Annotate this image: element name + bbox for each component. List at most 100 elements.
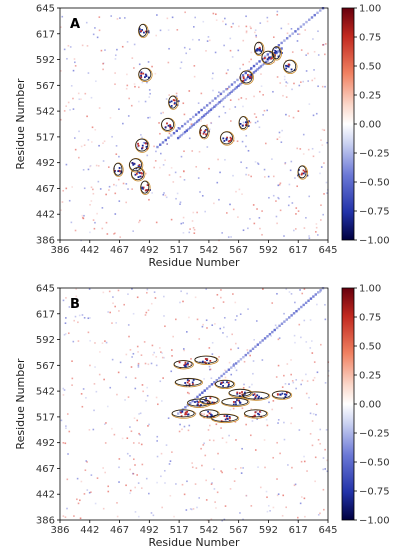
- region-cell: [135, 167, 138, 170]
- heatmap-cell: [241, 407, 244, 410]
- heatmap-cell: [138, 432, 140, 435]
- y-tick-label: 467: [36, 464, 55, 475]
- heatmap-cell: [266, 109, 268, 112]
- heatmap-cell: [209, 128, 211, 131]
- heatmap-cell: [238, 188, 241, 191]
- heatmap-cell: [107, 485, 110, 488]
- region-cell: [225, 138, 228, 141]
- heatmap-cell: [87, 331, 90, 334]
- heatmap-cell: [116, 502, 118, 504]
- heatmap-cell: [299, 502, 302, 505]
- region-cell: [277, 55, 280, 58]
- heatmap-cell: [209, 411, 212, 413]
- heatmap-cell: [288, 183, 291, 186]
- heatmap-cell: [276, 10, 279, 13]
- region-cell: [209, 397, 212, 399]
- region-cell: [187, 413, 190, 416]
- heatmap-cell: [320, 139, 322, 141]
- heatmap-cell: [139, 434, 141, 436]
- heatmap-cell: [137, 366, 140, 368]
- heatmap-cell: [179, 67, 182, 69]
- heatmap-cell: [221, 232, 223, 234]
- heatmap-cell: [102, 142, 104, 144]
- heatmap-cell: [210, 121, 212, 124]
- region-cell: [232, 403, 235, 406]
- heatmap-cell: [253, 95, 255, 98]
- diagonal-band-cell: [288, 316, 291, 319]
- x-tick-label: 542: [199, 245, 218, 256]
- heatmap-cell: [146, 288, 149, 291]
- region-cell: [239, 123, 242, 125]
- region-cell: [257, 397, 260, 400]
- heatmap-cell: [285, 96, 288, 98]
- heatmap-cell: [238, 25, 240, 28]
- heatmap-cell: [205, 319, 208, 322]
- colorbar-tick-label: 1.00: [359, 284, 381, 295]
- heatmap-cell: [179, 301, 181, 304]
- heatmap-cell: [132, 230, 134, 232]
- heatmap-cell: [67, 453, 69, 455]
- heatmap-cell: [292, 116, 295, 119]
- heatmap-cell: [286, 363, 289, 365]
- diagonal-band-cell: [219, 92, 223, 96]
- heatmap-cell: [283, 421, 285, 424]
- heatmap-cell: [231, 56, 234, 58]
- heatmap-cell: [92, 33, 95, 36]
- heatmap-cell: [167, 29, 170, 31]
- heatmap-cell: [110, 15, 113, 17]
- heatmap-cell: [303, 455, 305, 458]
- heatmap-cell: [191, 466, 194, 469]
- heatmap-cell: [108, 185, 111, 188]
- diagonal-band-cell: [280, 47, 283, 50]
- heatmap-cell: [303, 227, 306, 229]
- heatmap-cell: [265, 490, 268, 493]
- region-cell: [186, 410, 189, 413]
- heatmap-cell: [112, 302, 114, 305]
- heatmap-cell: [137, 515, 140, 518]
- region-cell: [201, 400, 204, 403]
- y-axis-label: Residue Number: [14, 78, 27, 170]
- heatmap-cell: [163, 469, 166, 472]
- heatmap-cell: [261, 359, 264, 361]
- heatmap-cell: [232, 407, 235, 410]
- heatmap-cell: [188, 90, 191, 92]
- heatmap-cell: [136, 143, 139, 146]
- heatmap-cell: [132, 352, 135, 355]
- heatmap-cell: [84, 469, 87, 472]
- heatmap-cell: [275, 376, 278, 378]
- heatmap-cell: [127, 115, 130, 117]
- heatmap-cell: [222, 20, 224, 23]
- heatmap-cell: [208, 39, 211, 42]
- region-cell: [254, 395, 257, 398]
- heatmap-cell: [171, 349, 173, 351]
- heatmap-cell: [212, 12, 215, 15]
- region-cell: [208, 412, 211, 415]
- heatmap-cell: [137, 364, 140, 367]
- heatmap-cell: [112, 296, 114, 298]
- region-cell: [247, 74, 249, 76]
- heatmap-cell: [119, 17, 121, 19]
- highlight-ellipse: [161, 118, 175, 131]
- diagonal-band-cell: [283, 39, 286, 42]
- heatmap-cell: [98, 107, 101, 109]
- heatmap-cell: [66, 507, 68, 510]
- heatmap-cell: [276, 441, 278, 444]
- heatmap-cell: [249, 121, 252, 124]
- region-cell: [273, 51, 276, 54]
- heatmap-cell: [242, 467, 244, 469]
- y-tick-label: 442: [36, 490, 55, 501]
- heatmap-cell: [287, 23, 290, 25]
- diagonal-band-cell: [259, 65, 263, 68]
- heatmap-cell: [240, 161, 242, 164]
- region-cell: [186, 379, 189, 381]
- heatmap-cell: [279, 82, 282, 84]
- region-cell: [171, 127, 173, 129]
- diagonal-band-cell: [176, 136, 180, 140]
- diagonal-band-cell: [252, 64, 256, 68]
- region-cell: [172, 99, 175, 101]
- diagonal-band-cell: [314, 293, 317, 296]
- y-tick-label: 386: [36, 236, 55, 247]
- heatmap-cell: [67, 332, 70, 335]
- highlight-ellipse: [254, 41, 264, 55]
- heatmap-cell: [307, 80, 310, 82]
